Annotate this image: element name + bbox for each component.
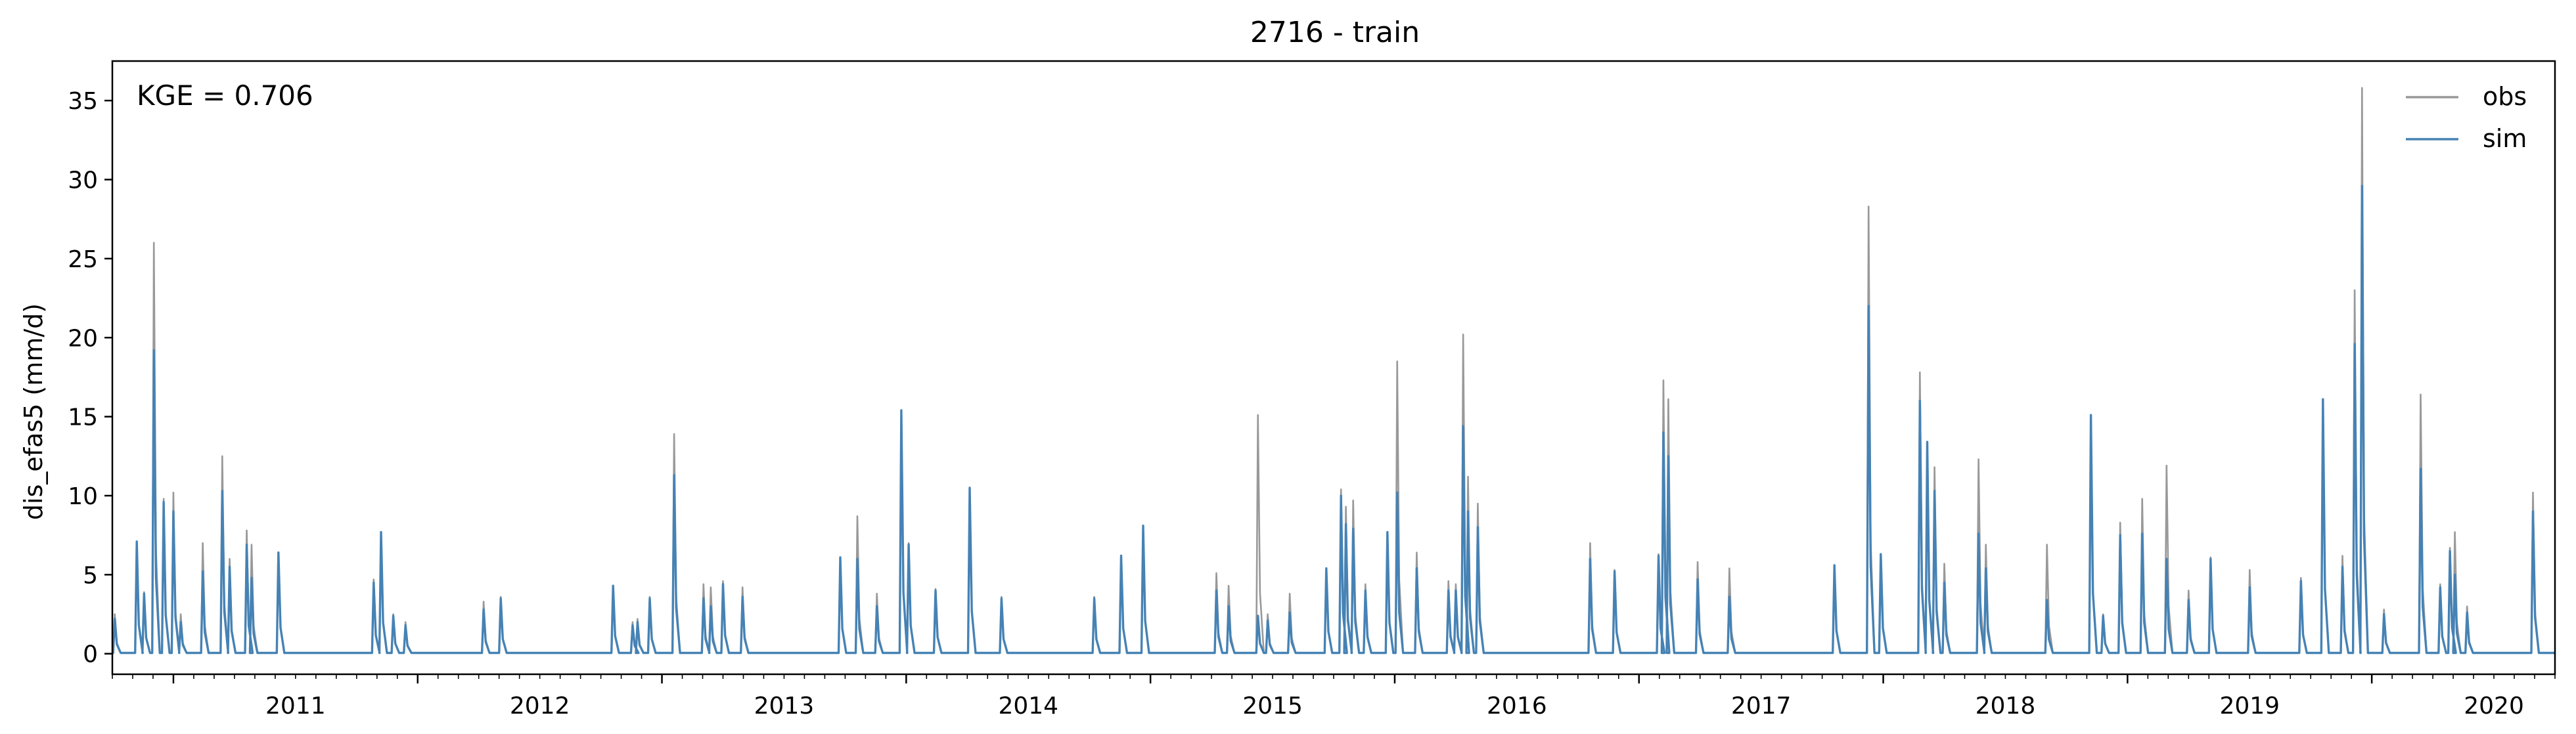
x-tick-label: 2013	[754, 693, 815, 720]
chart-title: 2716 - train	[1250, 16, 1420, 49]
kge-annotation: KGE = 0.706	[137, 79, 313, 112]
x-axis: 2011 2012 2013 2014 2015 2016 2017 2018 2019 2020	[112, 674, 2556, 720]
series-layer	[112, 87, 2555, 655]
y-axis-label: dis_efas5 (mm/d)	[19, 303, 48, 520]
y-tick-label: 15	[68, 404, 98, 431]
y-tick-label: 25	[68, 246, 98, 273]
y-tick-label: 0	[83, 641, 98, 668]
y-tick-label: 30	[68, 167, 98, 194]
series-line-sim	[112, 184, 2555, 655]
x-tick-label: 2020	[2464, 693, 2524, 720]
x-tick-label: 2011	[265, 693, 326, 720]
x-tick-label: 2012	[510, 693, 570, 720]
y-tick-label: 5	[83, 562, 98, 589]
legend: obs sim	[2406, 82, 2527, 153]
x-tick-label: 2015	[1242, 693, 1303, 720]
y-axis: 0 5 10 15 20 25 30 35	[68, 88, 112, 668]
x-tick-label: 2014	[998, 693, 1058, 720]
y-tick-label: 20	[68, 325, 98, 352]
x-tick-label: 2017	[1731, 693, 1792, 720]
x-tick-label: 2016	[1487, 693, 1547, 720]
legend-label-sim: sim	[2483, 124, 2527, 153]
y-tick-label: 35	[68, 88, 98, 115]
x-tick-label: 2019	[2219, 693, 2280, 720]
x-tick-label: 2018	[1976, 693, 2036, 720]
legend-label-obs: obs	[2483, 82, 2527, 111]
y-tick-label: 10	[68, 483, 98, 510]
